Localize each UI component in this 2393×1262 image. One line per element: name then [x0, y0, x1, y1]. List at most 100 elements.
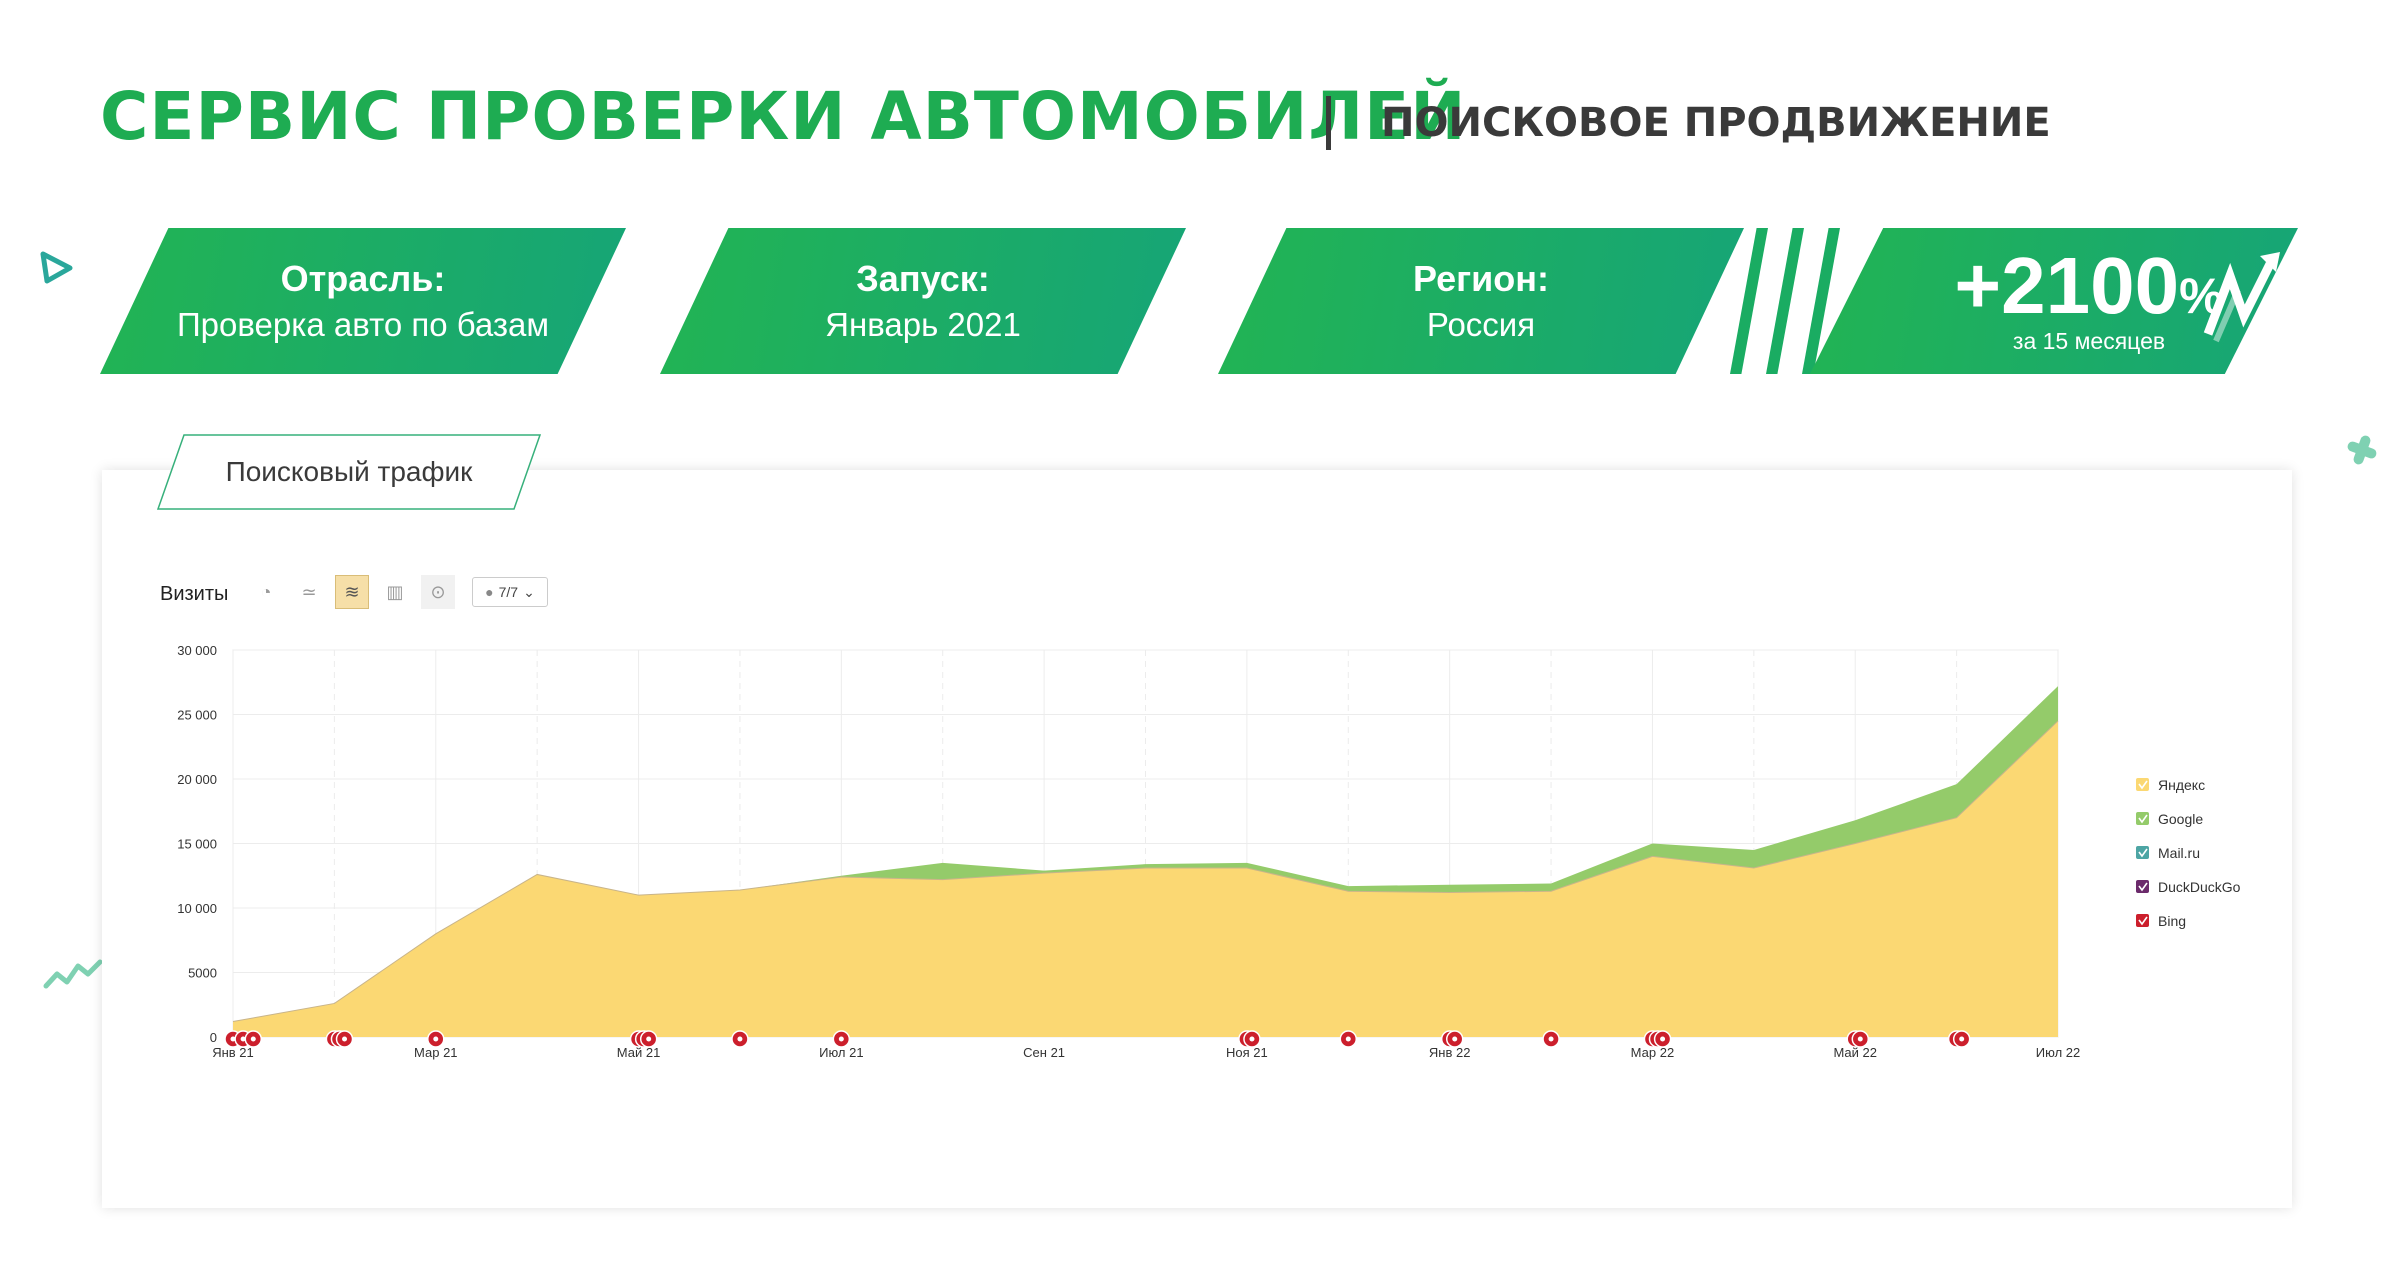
annotation-marker [1243, 1030, 1261, 1048]
annotation-marker [1542, 1030, 1560, 1048]
x-tick-label: Май 21 [617, 1045, 661, 1060]
stacked-area-icon[interactable]: ≋ [335, 575, 369, 609]
annotation-dot-center [1452, 1036, 1458, 1042]
chart-annotation-markers [224, 1030, 1971, 1048]
x-tick-label: Мар 21 [414, 1045, 458, 1060]
y-tick-label: 25 000 [177, 708, 217, 723]
annotation-dot-center [838, 1036, 844, 1042]
y-tick-label: 0 [210, 1030, 217, 1045]
region-card: Регион: Россия [1218, 228, 1744, 374]
legend-swatch [2136, 778, 2149, 791]
annotation-dot-center [737, 1036, 743, 1042]
x-tick-label: Янв 22 [1429, 1045, 1471, 1060]
region-label: Регион: [1413, 258, 1549, 299]
launch-label: Запуск: [856, 258, 990, 299]
annotation-marker [1339, 1030, 1358, 1048]
title-separator [1326, 96, 1331, 150]
annotation-dot-center [230, 1036, 236, 1042]
growth-period: за 15 месяцев [2012, 328, 2166, 354]
line-chart-icon[interactable]: ≃ [301, 581, 317, 602]
annotation-marker [1445, 1030, 1464, 1048]
annotation-marker [731, 1030, 749, 1048]
annotation-marker [335, 1030, 354, 1048]
legend-item: Google [2136, 811, 2203, 827]
region-value: Россия [1426, 306, 1536, 343]
industry-label: Отрасль: [280, 258, 446, 299]
growth-figure: +2100% [1880, 246, 2298, 326]
x-tick-label: Янв 21 [212, 1045, 254, 1060]
checkmark-icon [2138, 848, 2148, 858]
annotation-dot-center [646, 1036, 652, 1042]
comment-icon: ● [485, 584, 494, 600]
annotation-dot-center [250, 1036, 256, 1042]
tab-frame [156, 434, 542, 510]
y-tick-label: 30 000 [177, 643, 217, 658]
legend-swatch [2136, 880, 2149, 893]
legend-label: Bing [2158, 913, 2186, 929]
x-tick-label: Ноя 21 [1226, 1045, 1268, 1060]
yandex-outline [232, 720, 2059, 1023]
x-tick-label: Июл 21 [819, 1045, 863, 1060]
x-tick-label: Май 22 [1833, 1045, 1877, 1060]
traffic-tab-label: Поисковый трафик [225, 456, 473, 487]
annotation-dot-center [1857, 1036, 1863, 1042]
x-tick-label: Сен 21 [1023, 1045, 1065, 1060]
chart-legend: Яндекс Google Mail.ru DuckDuckGo Bing [2136, 777, 2241, 929]
legend-swatch [2136, 914, 2149, 927]
zigzag-decoration-icon [43, 959, 103, 989]
checkmark-icon [2138, 780, 2148, 790]
x-tick-label: Июл 22 [2036, 1045, 2080, 1060]
annotation-marker [1952, 1030, 1971, 1048]
annotations-dropdown[interactable]: ● 7/7 ⌄ [472, 577, 548, 607]
annotation-dot-center [342, 1036, 348, 1042]
area-Google [233, 686, 2058, 1022]
industry-value: Проверка авто по базам [176, 306, 550, 343]
traffic-tab: Поисковый трафик [156, 434, 542, 510]
chart-areas [232, 686, 2059, 1037]
legend-swatch [2136, 846, 2149, 859]
legend-label: Mail.ru [2158, 845, 2200, 861]
map-pin-icon[interactable]: ⊙ [421, 575, 455, 609]
annotation-marker [244, 1030, 263, 1048]
annotation-dot-center [1345, 1036, 1351, 1042]
annotation-marker [1851, 1030, 1870, 1048]
legend-item: Bing [2136, 913, 2186, 929]
legend-swatch [2136, 812, 2149, 825]
legend-label: Яндекс [2158, 777, 2205, 793]
launch-value: Январь 2021 [825, 306, 1021, 343]
y-tick-label: 5000 [188, 966, 217, 981]
legend-item: Яндекс [2136, 777, 2205, 793]
y-tick-label: 10 000 [177, 901, 217, 916]
column-chart-icon[interactable]: ▥ [386, 581, 404, 602]
growth-number: +2100 [1954, 241, 2180, 330]
page-title: СЕРВИС ПРОВЕРКИ АВТОМОБИЛЕЙ [100, 78, 1467, 155]
launch-card: Запуск: Январь 2021 [660, 228, 1186, 374]
y-tick-label: 20 000 [177, 772, 217, 787]
annotation-marker [832, 1030, 851, 1048]
growth-arrow-icon [2203, 252, 2280, 343]
pie-chart-icon[interactable]: ◔ [260, 581, 272, 602]
annotation-dot-center [1660, 1036, 1666, 1042]
area-Яндекс [233, 720, 2058, 1037]
checkmark-icon [2138, 814, 2148, 824]
legend-label: Google [2158, 811, 2203, 827]
chevron-down-icon: ⌄ [523, 583, 535, 600]
industry-card: Отрасль: Проверка авто по базам [100, 228, 626, 374]
growth-card: +2100% за 15 месяцев [1810, 228, 2298, 374]
legend-label: DuckDuckGo [2158, 879, 2241, 895]
checkmark-icon [2138, 916, 2148, 926]
metric-label: Визиты [160, 583, 229, 605]
legend-item: Mail.ru [2136, 845, 2200, 861]
annotation-dot-center [1249, 1036, 1255, 1042]
annotation-marker [1653, 1030, 1672, 1048]
triangle-decoration-icon [40, 251, 73, 284]
annotation-dot-center [433, 1036, 439, 1042]
annotation-dot-center [1959, 1036, 1965, 1042]
annotation-marker [639, 1030, 658, 1048]
annotation-dot-center [1548, 1036, 1554, 1042]
checkmark-icon [2138, 882, 2148, 892]
annotation-dot-center [240, 1036, 246, 1042]
